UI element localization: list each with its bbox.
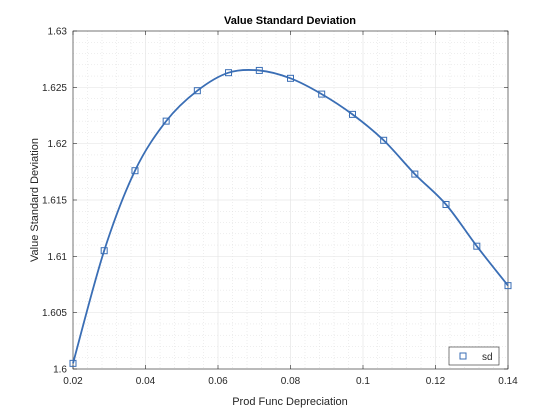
data-point-marker [69,359,77,367]
data-point-marker [162,117,170,125]
data-point-marker [473,242,481,250]
x-axis-label: Prod Func Depreciation [232,396,348,408]
data-point-marker [255,66,263,74]
y-tick-label: 1.62 [48,139,68,150]
x-tick-labels: 0.02 0.04 0.06 0.08 0.1 0.12 0.14 [63,376,518,387]
series-layer [69,66,512,367]
data-point-marker [287,74,294,82]
x-tick-label: 0.12 [426,376,446,387]
y-tick-labels: 1.6 1.605 1.61 1.615 1.62 1.625 1.63 [42,27,67,376]
data-point-marker [100,247,108,255]
x-tick-label: 0.1 [356,376,370,387]
series-line-sd [72,68,509,364]
axis-ticks [72,30,509,370]
data-point-marker [504,282,512,290]
data-point-marker [131,167,139,175]
legend: sd [448,346,500,366]
y-axis-label: Value Standard Deviation [29,138,41,262]
legend-box [448,346,500,366]
x-tick-label: 0.02 [63,376,83,387]
y-tick-label: 1.61 [48,252,68,263]
x-tick-label: 0.08 [281,376,301,387]
y-tick-label: 1.63 [48,27,68,38]
x-tick-label: 0.06 [208,376,228,387]
y-tick-label: 1.6 [53,365,67,376]
data-point-marker [225,69,233,77]
data-point-marker [411,170,419,178]
data-point-marker [380,136,388,144]
data-point-marker [193,87,201,95]
chart-title: Value Standard Deviation [224,15,356,27]
x-tick-label: 0.04 [136,376,156,387]
y-tick-label: 1.625 [42,83,67,94]
data-point-marker [348,110,356,118]
y-tick-label: 1.605 [42,308,67,319]
x-tick-label: 0.14 [498,376,518,387]
legend-marker-square [459,352,467,360]
data-point-marker [442,201,450,209]
y-tick-label: 1.615 [42,196,67,207]
legend-label-sd: sd [482,352,493,363]
data-point-marker [318,90,326,98]
